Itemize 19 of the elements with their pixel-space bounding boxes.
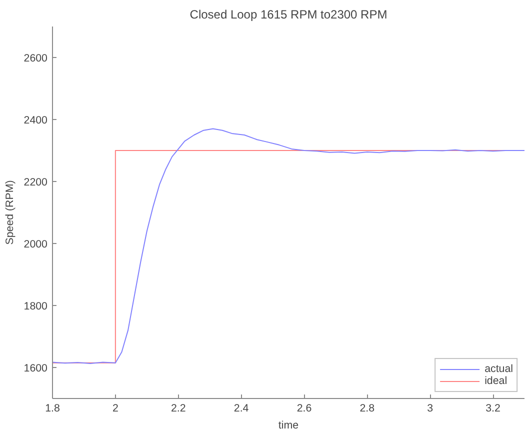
y-tick-label: 2000 (24, 238, 48, 250)
y-tick-label: 1600 (24, 362, 48, 374)
x-axis-title: time (278, 420, 299, 432)
x-tick-label: 3.2 (486, 402, 501, 414)
y-tick-label: 2400 (24, 114, 48, 126)
x-tick-label: 2.6 (296, 402, 312, 414)
y-axis-title: Speed (RPM) (4, 180, 16, 245)
y-tick-label: 2200 (24, 176, 48, 188)
legend-label: ideal (484, 375, 508, 387)
x-tick-label: 1.8 (45, 402, 60, 414)
chart-title: Closed Loop 1615 RPM to2300 RPM (190, 8, 388, 22)
x-tick-label: 3 (427, 402, 434, 414)
y-tick-label: 1800 (24, 300, 48, 312)
x-tick-label: 2 (112, 402, 118, 414)
x-tick-label: 2.8 (360, 402, 375, 414)
x-tick-label: 2.4 (234, 402, 249, 414)
legend-label: actual (484, 363, 513, 375)
x-tick-label: 2.2 (170, 402, 186, 414)
y-tick-label: 2600 (24, 52, 48, 64)
